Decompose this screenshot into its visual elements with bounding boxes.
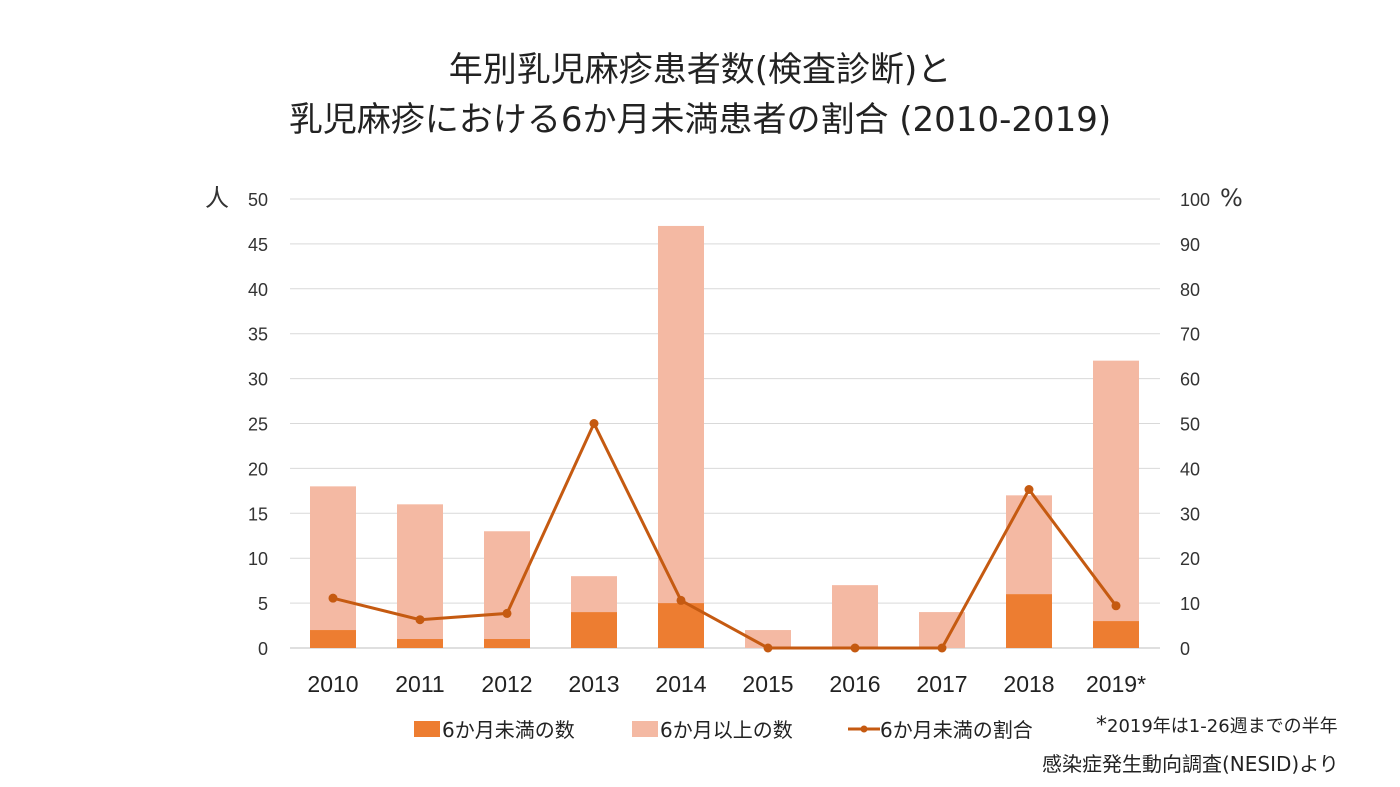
y-right-tick-label: 30 xyxy=(1180,504,1200,524)
x-tick-label: 2018 xyxy=(1003,671,1054,697)
legend-line-swatch xyxy=(848,725,880,732)
y-tick-label: 25 xyxy=(248,415,268,435)
bar-under6 xyxy=(397,639,443,648)
bar-over6 xyxy=(484,531,530,640)
bar-under6 xyxy=(1093,621,1139,648)
ratio-line xyxy=(332,420,1118,650)
y-tick-label: 20 xyxy=(248,459,268,479)
x-tick-label: 2017 xyxy=(916,671,967,697)
legend-swatch-over6 xyxy=(632,720,658,737)
bar-over6 xyxy=(1093,360,1139,622)
y-tick-label: 5 xyxy=(258,594,268,614)
bar-under6 xyxy=(571,612,617,648)
ratio-point xyxy=(1024,485,1034,495)
bar-over6 xyxy=(658,225,704,604)
ratio-point xyxy=(676,595,686,605)
y-axis-label: 人 xyxy=(205,184,229,212)
y-tick-label: 45 xyxy=(248,235,268,255)
bar-over6 xyxy=(745,630,791,648)
chart-title-line2: 乳児麻疹における6か月未満患者の割合 (2010-2019) xyxy=(288,100,1112,140)
footnote-text: 2019年は1-26週までの半年 xyxy=(1107,716,1338,737)
y-right-tick-label: 80 xyxy=(1180,280,1200,300)
ratio-point xyxy=(502,608,512,618)
x-tick-label: 2013 xyxy=(568,671,619,697)
x-tick-label: 2012 xyxy=(481,671,532,697)
legend-over6: 6か月以上の数 xyxy=(632,714,793,743)
y-right-tick-label: 60 xyxy=(1180,370,1200,390)
bar-under6 xyxy=(1006,594,1052,648)
ratio-point xyxy=(415,615,425,625)
y-right-tick-label: 100 xyxy=(1180,190,1210,210)
y-tick-label: 10 xyxy=(248,549,268,569)
ratio-point xyxy=(328,593,338,603)
legend-label: 6か月以上の数 xyxy=(660,718,793,742)
ratio-point xyxy=(937,643,947,653)
source-note: 感染症発生動向調査(NESID)より xyxy=(1042,752,1339,776)
bar-under6 xyxy=(484,639,530,648)
ratio-point xyxy=(850,643,860,653)
footnote-mark: * xyxy=(1096,713,1107,738)
ratio-point xyxy=(1111,601,1121,611)
chart-title-line1: 年別乳児麻疹患者数(検査診断)と xyxy=(448,50,952,90)
legend-ratio: 6か月未満の割合 xyxy=(848,714,1033,743)
x-tick-label: 2010 xyxy=(307,671,358,697)
footnote: *2019年は1-26週までの半年 xyxy=(1096,712,1338,738)
legend-label: 6か月未満の割合 xyxy=(880,718,1033,742)
y-right-tick-label: 90 xyxy=(1180,235,1200,255)
y-right-tick-label: 20 xyxy=(1180,549,1200,569)
y-tick-label: 30 xyxy=(248,370,268,390)
bar-over6 xyxy=(571,576,617,613)
y-right-tick-label: 0 xyxy=(1180,639,1190,659)
y-right-tick-label: 10 xyxy=(1180,594,1200,614)
y-tick-label: 40 xyxy=(248,280,268,300)
bar-under6 xyxy=(658,603,704,648)
x-tick-label: 2016 xyxy=(829,671,880,697)
legend-under6: 6か月未満の数 xyxy=(414,714,575,743)
bar-under6 xyxy=(310,630,356,648)
y-tick-label: 50 xyxy=(248,190,268,210)
ratio-point xyxy=(589,419,599,428)
y-right-axis-label: % xyxy=(1220,184,1243,212)
x-tick-label: 2015 xyxy=(742,671,793,697)
legend-swatch-under6 xyxy=(414,720,440,737)
x-tick-label: 2014 xyxy=(655,671,706,697)
y-tick-label: 15 xyxy=(248,504,268,524)
y-right-tick-label: 50 xyxy=(1180,415,1200,435)
x-tick-label: 2011 xyxy=(395,671,444,697)
legend-label: 6か月未満の数 xyxy=(442,718,575,742)
y-tick-label: 35 xyxy=(248,325,268,345)
y-right-tick-label: 40 xyxy=(1180,459,1200,479)
y-right-tick-label: 70 xyxy=(1180,325,1200,345)
ratio-point xyxy=(763,643,773,653)
bar-over6 xyxy=(832,585,878,648)
y-tick-label: 0 xyxy=(258,639,268,659)
x-tick-label: 2019* xyxy=(1086,671,1146,697)
bar-over6 xyxy=(310,486,356,631)
